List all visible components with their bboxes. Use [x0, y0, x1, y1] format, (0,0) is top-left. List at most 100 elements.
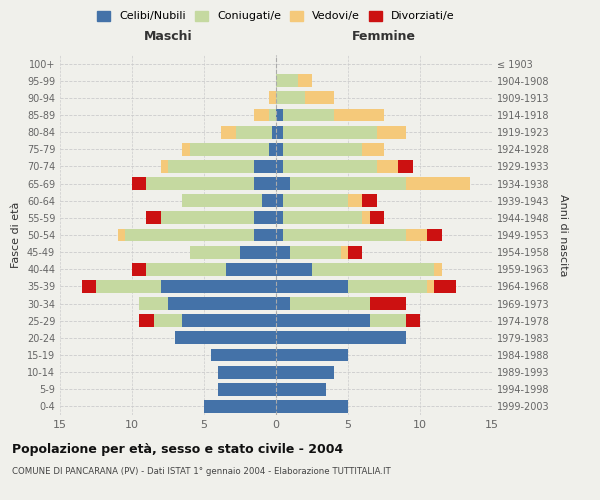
Bar [154, 314, 182, 327]
Bar [283, 126, 377, 138]
Bar [211, 348, 276, 362]
Bar [161, 160, 168, 173]
Bar [218, 366, 276, 378]
Bar [182, 143, 190, 156]
Bar [168, 160, 254, 173]
Bar [82, 280, 96, 293]
Text: COMUNE DI PANCARANA (PV) - Dati ISTAT 1° gennaio 2004 - Elaborazione TUTTITALIA.: COMUNE DI PANCARANA (PV) - Dati ISTAT 1°… [12, 468, 391, 476]
Bar [182, 314, 276, 327]
Bar [254, 108, 269, 122]
Bar [348, 246, 362, 258]
Bar [218, 383, 276, 396]
Bar [427, 280, 434, 293]
Bar [377, 160, 398, 173]
Bar [348, 194, 362, 207]
Bar [312, 263, 434, 276]
Bar [276, 74, 298, 87]
Bar [276, 194, 283, 207]
Bar [254, 177, 276, 190]
Bar [168, 297, 276, 310]
Legend: Celibi/Nubili, Coniugati/e, Vedovi/e, Divorziati/e: Celibi/Nubili, Coniugati/e, Vedovi/e, Di… [97, 10, 455, 22]
Bar [276, 108, 283, 122]
Bar [161, 280, 276, 293]
Bar [236, 126, 272, 138]
Bar [221, 126, 236, 138]
Bar [146, 263, 226, 276]
Y-axis label: Fasce di età: Fasce di età [11, 202, 21, 268]
Bar [276, 177, 290, 190]
Bar [348, 280, 427, 293]
Bar [362, 194, 377, 207]
Bar [276, 280, 348, 293]
Bar [283, 108, 334, 122]
Bar [406, 314, 420, 327]
Bar [334, 108, 384, 122]
Bar [276, 246, 290, 258]
Bar [276, 297, 290, 310]
Bar [427, 228, 442, 241]
Bar [269, 143, 276, 156]
Y-axis label: Anni di nascita: Anni di nascita [558, 194, 568, 276]
Bar [276, 160, 283, 173]
Bar [190, 246, 240, 258]
Bar [406, 177, 470, 190]
Bar [276, 212, 283, 224]
Bar [290, 246, 341, 258]
Bar [370, 297, 406, 310]
Bar [298, 74, 312, 87]
Bar [283, 143, 362, 156]
Text: Femmine: Femmine [352, 30, 416, 43]
Text: Maschi: Maschi [143, 30, 193, 43]
Bar [226, 263, 276, 276]
Bar [254, 160, 276, 173]
Bar [269, 108, 276, 122]
Bar [283, 212, 362, 224]
Bar [434, 280, 456, 293]
Bar [132, 177, 146, 190]
Bar [182, 194, 262, 207]
Bar [276, 92, 305, 104]
Bar [370, 314, 406, 327]
Bar [139, 297, 168, 310]
Bar [118, 228, 125, 241]
Bar [254, 212, 276, 224]
Bar [175, 332, 276, 344]
Bar [283, 160, 377, 173]
Bar [276, 383, 326, 396]
Text: Popolazione per età, sesso e stato civile - 2004: Popolazione per età, sesso e stato civil… [12, 442, 343, 456]
Bar [362, 212, 370, 224]
Bar [125, 228, 254, 241]
Bar [240, 246, 276, 258]
Bar [290, 177, 406, 190]
Bar [276, 228, 283, 241]
Bar [190, 143, 269, 156]
Bar [341, 246, 348, 258]
Bar [139, 314, 154, 327]
Bar [276, 314, 370, 327]
Bar [377, 126, 406, 138]
Bar [276, 348, 348, 362]
Bar [276, 400, 348, 413]
Bar [305, 92, 334, 104]
Bar [96, 280, 161, 293]
Bar [406, 228, 427, 241]
Bar [276, 143, 283, 156]
Bar [262, 194, 276, 207]
Bar [254, 228, 276, 241]
Bar [146, 212, 161, 224]
Bar [370, 212, 384, 224]
Bar [146, 177, 254, 190]
Bar [290, 297, 370, 310]
Bar [161, 212, 254, 224]
Bar [276, 366, 334, 378]
Bar [362, 143, 384, 156]
Bar [204, 400, 276, 413]
Bar [283, 194, 348, 207]
Bar [276, 126, 283, 138]
Bar [272, 126, 276, 138]
Bar [269, 92, 276, 104]
Bar [276, 263, 312, 276]
Bar [276, 332, 406, 344]
Bar [434, 263, 442, 276]
Bar [132, 263, 146, 276]
